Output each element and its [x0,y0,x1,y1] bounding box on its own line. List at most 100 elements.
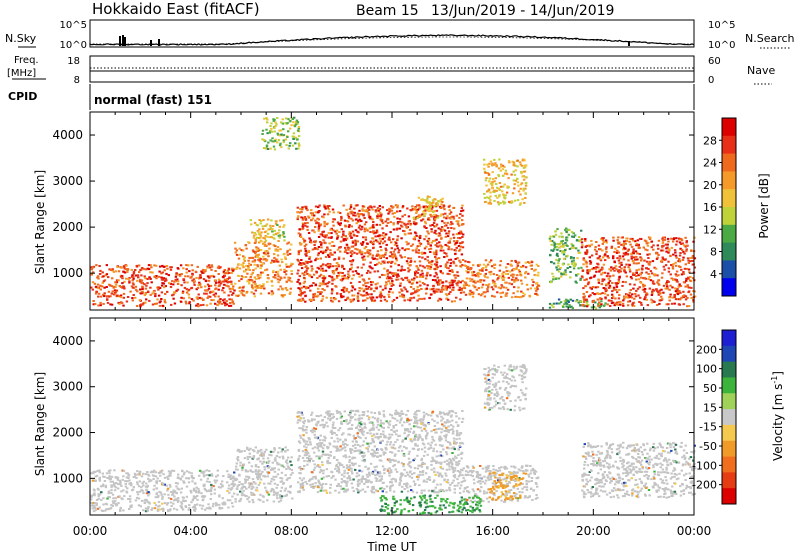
echo-cell [272,119,275,122]
echo-cell [247,259,250,262]
echo-cell [390,284,393,287]
echo-cell [131,279,134,282]
echo-cell [689,260,692,263]
echo-cell [201,271,204,274]
echo-cell [283,268,286,271]
echo-cell [513,280,516,283]
echo-cell [268,228,272,231]
echo-cell [405,226,408,229]
echo-cell [565,305,568,308]
echo-cell [519,202,522,205]
echo-cell [457,237,460,239]
echo-cell [102,275,105,278]
echo-cell [252,455,256,457]
echo-cell [567,263,570,266]
echo-cell [450,216,453,219]
echo-cell [326,206,329,209]
echo-cell [261,271,264,274]
echo-cell [372,243,375,246]
echo-cell [583,279,586,282]
echo-cell [352,214,355,217]
echo-cell [237,263,240,266]
echo-cell [129,290,132,293]
echo-cell [440,247,443,249]
echo-cell [107,290,111,293]
echo-cell [137,276,140,279]
echo-cell [357,220,360,223]
echo-cell [483,295,487,298]
echo-cell [250,493,253,496]
echo-cell [242,262,245,265]
echo-cell [610,245,614,248]
echo-cell [194,270,198,273]
echo-cell [173,490,177,493]
echo-cell [389,265,393,268]
echo-cell [623,297,626,300]
echo-cell [612,301,615,304]
echo-cell [522,189,525,192]
echo-cell [152,471,155,474]
echo-cell [656,304,659,306]
echo-cell [301,218,305,221]
echo-cell [552,262,556,265]
echo-cell [360,266,363,269]
freq-tick-high: 18 [67,56,80,67]
echo-cell [481,269,484,272]
echo-cell [101,472,104,475]
echo-cell [615,251,619,254]
echo-cell [270,468,273,471]
echo-cell [275,486,278,489]
echo-cell [510,259,513,262]
echo-cell [95,499,99,501]
echo-cell [514,169,517,172]
echo-cell [367,214,371,217]
echo-cell [410,209,413,212]
echo-cell [199,276,202,279]
echo-cell [123,287,126,290]
echo-cell [146,473,150,476]
echo-cell [107,507,111,510]
beam-label: Beam 15 [356,3,419,19]
echo-cell [689,293,693,296]
nsearch-line [89,36,694,45]
echo-cell [258,476,261,479]
echo-cell [254,464,258,467]
echo-cell [571,262,574,265]
echo-cell [242,290,245,293]
echo-cell [572,232,575,235]
echo-cell [391,280,394,282]
echo-cell [582,257,585,260]
echo-cell [584,239,587,242]
echo-cell [158,480,161,482]
echo-cell [437,280,441,283]
echo-cell [440,230,443,232]
echo-cell [483,274,486,277]
echo-cell [358,289,361,292]
echo-cell [251,498,254,501]
echo-cell [103,475,106,478]
echo-cell [157,286,160,289]
echo-cell [347,215,351,218]
echo-cell [639,256,642,259]
echo-cell [238,247,241,250]
echo-cell [167,478,170,480]
echo-cell [319,273,323,276]
echo-cell [618,288,621,291]
echo-cell [617,297,621,300]
echo-cell [424,222,427,225]
echo-cell [205,469,209,472]
echo-cell [460,232,463,235]
echo-cell [159,300,162,303]
echo-cell [661,246,664,249]
echo-cell [147,477,150,480]
echo-cell [446,272,449,275]
echo-cell [303,276,306,279]
echo-cell [276,117,279,119]
echo-cell [240,450,243,453]
echo-cell [689,279,692,282]
echo-cell [427,489,431,492]
echo-cell [372,223,375,226]
echo-cell [120,490,123,493]
echo-cell [209,295,212,298]
echo-cell [182,297,185,300]
